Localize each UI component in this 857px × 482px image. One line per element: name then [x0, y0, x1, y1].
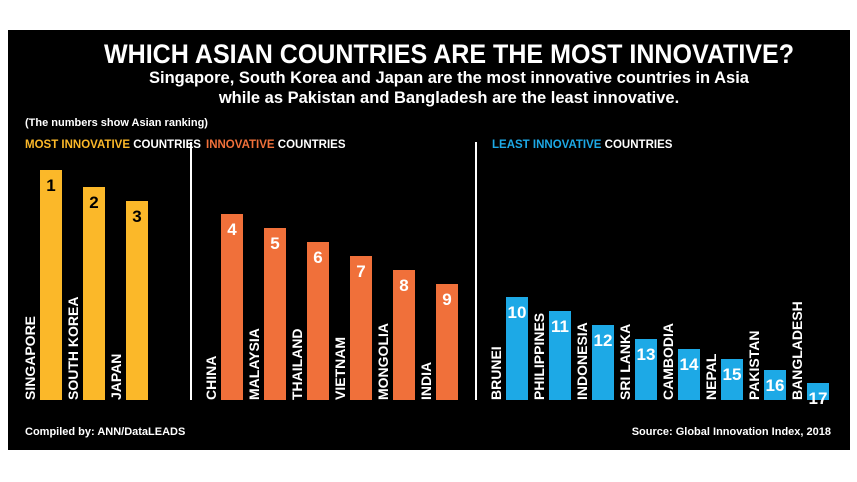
group-header-colored: MOST INNOVATIVE — [25, 139, 130, 151]
group-header: MOST INNOVATIVE COUNTRIES — [25, 139, 201, 151]
bar-pakistan — [764, 370, 786, 400]
country-label: MONGOLIA — [375, 323, 391, 400]
bar-china — [221, 214, 243, 400]
rank-label: 5 — [270, 234, 279, 253]
bar-japan — [126, 201, 148, 400]
credit-text: Compiled by: ANN/DataLEADS — [25, 426, 185, 438]
chart-subtitle: while as Pakistan and Bangladesh are the… — [218, 89, 679, 107]
country-label: BANGLADESH — [789, 301, 805, 400]
country-label: NEPAL — [703, 353, 719, 400]
group-header-white: COUNTRIES — [130, 139, 201, 151]
group-header-colored: INNOVATIVE — [206, 139, 275, 151]
rank-label: 6 — [313, 248, 322, 267]
country-label: SRI LANKA — [617, 324, 633, 400]
country-label: CAMBODIA — [660, 323, 676, 400]
bar-brunei — [506, 297, 528, 400]
source-text: Source: Global Innovation Index, 2018 — [632, 426, 831, 438]
bar-south-korea — [83, 187, 105, 400]
country-label: PHILIPPINES — [531, 313, 547, 400]
bar-india — [436, 284, 458, 400]
bar-vietnam — [350, 256, 372, 400]
country-label: JAPAN — [108, 354, 124, 400]
bar-mongolia — [393, 270, 415, 400]
rank-label: 8 — [399, 276, 408, 295]
country-label: INDIA — [418, 362, 434, 400]
rank-label: 3 — [132, 207, 141, 226]
rank-label: 17 — [809, 389, 828, 408]
bar-thailand — [307, 242, 329, 400]
country-label: THAILAND — [289, 328, 305, 400]
country-label: BRUNEI — [488, 346, 504, 400]
rank-label: 15 — [723, 365, 742, 384]
country-label: PAKISTAN — [746, 331, 762, 400]
bar-singapore — [40, 170, 62, 400]
bar-cambodia — [678, 349, 700, 400]
rank-label: 2 — [89, 193, 98, 212]
country-label: SOUTH KOREA — [65, 297, 81, 400]
rank-label: 10 — [508, 303, 527, 322]
country-label: CHINA — [203, 356, 219, 400]
rank-label: 12 — [594, 331, 613, 350]
group-header-white: COUNTRIES — [275, 139, 346, 151]
group-header: LEAST INNOVATIVE COUNTRIES — [492, 139, 673, 151]
bar-nepal — [721, 359, 743, 400]
group-header-white: COUNTRIES — [601, 139, 672, 151]
chart-title: WHICH ASIAN COUNTRIES ARE THE MOST INNOV… — [104, 39, 794, 69]
rank-label: 7 — [356, 262, 365, 281]
group-header-colored: LEAST INNOVATIVE — [492, 139, 602, 151]
rank-label: 13 — [637, 345, 656, 364]
rank-label: 4 — [227, 220, 237, 239]
bar-malaysia — [264, 228, 286, 400]
bar-philippines — [549, 311, 571, 400]
rank-label: 14 — [680, 355, 699, 374]
bar-sri-lanka — [635, 339, 657, 400]
rank-label: 11 — [551, 317, 569, 336]
rank-label: 9 — [442, 290, 451, 309]
bar-indonesia — [592, 325, 614, 400]
rank-label: 1 — [46, 176, 55, 195]
infographic-panel — [8, 30, 850, 450]
chart-subtitle: Singapore, South Korea and Japan are the… — [149, 69, 750, 87]
ranking-note: (The numbers show Asian ranking) — [25, 117, 208, 129]
country-label: VIETNAM — [332, 337, 348, 400]
country-label: MALAYSIA — [246, 328, 262, 400]
bar-bangladesh — [807, 383, 829, 400]
country-label: INDONESIA — [574, 322, 590, 400]
rank-label: 16 — [766, 376, 785, 395]
country-label: SINGAPORE — [22, 316, 38, 400]
group-header: INNOVATIVE COUNTRIES — [206, 139, 346, 151]
